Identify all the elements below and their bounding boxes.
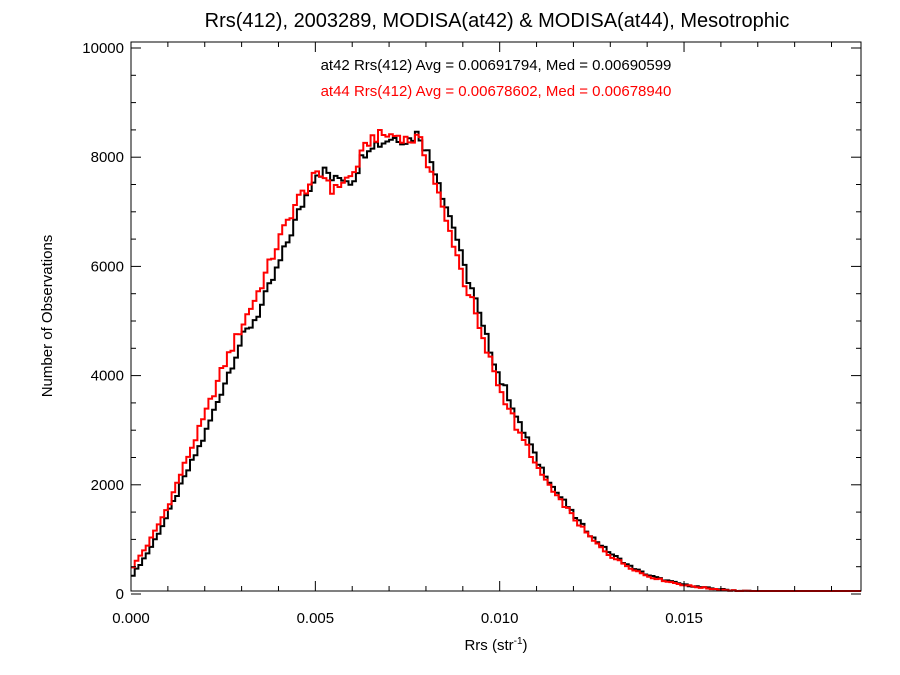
y-axis-label: Number of Observations — [39, 235, 56, 398]
y-tick-label: 0 — [116, 586, 124, 603]
x-axis-label-sup: -1 — [514, 636, 523, 647]
y-tick-label: 2000 — [91, 477, 124, 494]
plot-area — [131, 129, 861, 592]
x-axis-label-close: ) — [523, 637, 528, 654]
x-tick-label: 0.000 — [112, 610, 150, 627]
y-tick-label: 8000 — [91, 149, 124, 166]
series-line-1 — [131, 129, 861, 592]
x-tick-label: 0.010 — [481, 610, 519, 627]
annotation-at42: at42 Rrs(412) Avg = 0.00691794, Med = 0.… — [321, 57, 672, 74]
x-axis-label-main: Rrs (str — [464, 637, 513, 654]
x-axis-label: Rrs (str-1) — [464, 636, 527, 654]
y-tick-label: 10000 — [82, 40, 124, 57]
chart-title: Rrs(412), 2003289, MODISA(at42) & MODISA… — [205, 10, 790, 32]
x-tick-label: 0.015 — [665, 610, 703, 627]
annotation-at44: at44 Rrs(412) Avg = 0.00678602, Med = 0.… — [321, 83, 672, 100]
x-tick-label: 0.005 — [297, 610, 335, 627]
y-tick-label: 4000 — [91, 368, 124, 385]
y-tick-label: 6000 — [91, 258, 124, 275]
axis-ticks: 0.000 0.005 0.010 0.015 0 2000 4000 6000 8000 100… — [82, 40, 861, 627]
plot-frame — [130, 41, 862, 592]
